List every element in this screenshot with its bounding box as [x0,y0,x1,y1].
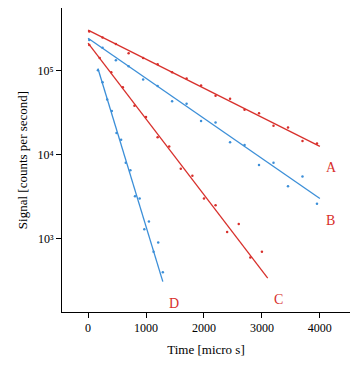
svg-text:C: C [274,292,283,307]
svg-text:Time [micro s]: Time [micro s] [167,342,245,357]
svg-text:A: A [326,160,337,175]
svg-text:3000: 3000 [250,321,274,335]
svg-text:10⁵: 10⁵ [37,64,53,78]
svg-text:4000: 4000 [308,321,332,335]
svg-text:10³: 10³ [38,232,54,246]
svg-text:0: 0 [85,321,91,335]
svg-text:D: D [169,296,179,311]
svg-text:1000: 1000 [134,321,158,335]
svg-text:Signal [counts per second]: Signal [counts per second] [15,91,30,229]
svg-text:B: B [326,213,335,228]
svg-text:10⁴: 10⁴ [37,148,53,162]
svg-text:2000: 2000 [192,321,216,335]
